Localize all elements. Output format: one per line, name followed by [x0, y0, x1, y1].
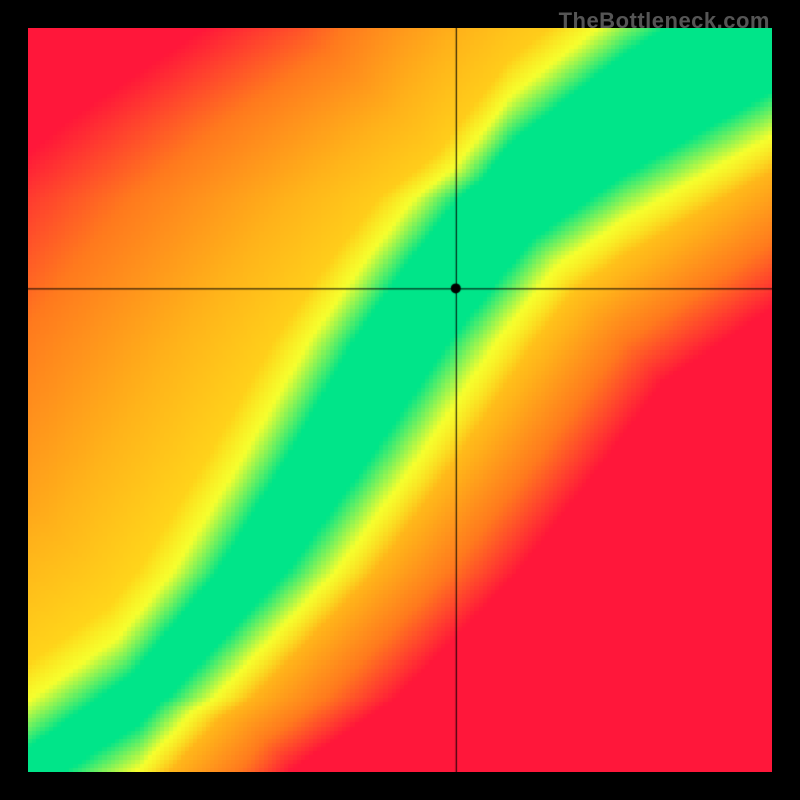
bottleneck-heatmap [28, 28, 772, 772]
heatmap-container: TheBottleneck.com [0, 0, 800, 800]
watermark-text: TheBottleneck.com [559, 8, 770, 34]
